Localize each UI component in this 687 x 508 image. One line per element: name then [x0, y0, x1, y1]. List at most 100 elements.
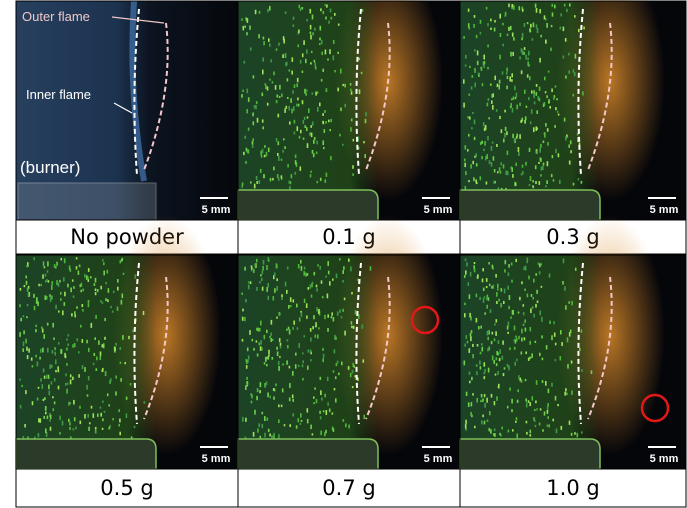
particle	[483, 127, 486, 131]
particle	[535, 24, 538, 29]
particle	[530, 294, 533, 297]
particle	[263, 334, 266, 340]
particle	[275, 138, 278, 142]
particle	[493, 401, 496, 406]
particle	[246, 381, 248, 384]
particle	[125, 396, 128, 400]
particle	[527, 61, 529, 66]
particle	[536, 28, 539, 34]
particle	[498, 357, 501, 362]
particle	[278, 419, 280, 424]
particle	[258, 10, 261, 14]
particle	[487, 98, 490, 102]
particle	[515, 258, 517, 263]
particle	[492, 284, 495, 289]
particle	[280, 158, 283, 161]
particle	[298, 4, 301, 9]
particle	[495, 363, 498, 367]
particle	[319, 37, 321, 41]
particle	[507, 321, 510, 327]
particle	[276, 286, 278, 291]
particle	[300, 129, 302, 134]
particle	[100, 412, 102, 417]
particle	[338, 372, 340, 376]
particle	[511, 107, 514, 113]
particle	[531, 90, 533, 94]
particle	[262, 260, 265, 265]
particle	[312, 326, 314, 330]
particle	[255, 176, 258, 180]
particle	[27, 285, 30, 289]
particle	[467, 23, 470, 28]
particle	[550, 47, 552, 52]
particle	[557, 153, 560, 158]
particle	[548, 99, 550, 103]
particle	[480, 325, 482, 329]
particle	[505, 187, 507, 191]
particle	[266, 265, 268, 271]
particle	[309, 24, 312, 30]
particle	[266, 102, 269, 106]
particle	[43, 334, 45, 339]
particle	[357, 314, 360, 319]
particle	[320, 39, 323, 45]
particle	[281, 294, 283, 298]
particle	[474, 82, 476, 88]
particle	[108, 426, 111, 430]
particle	[267, 259, 270, 262]
particle	[100, 285, 102, 290]
particle	[294, 160, 297, 165]
particle	[315, 151, 318, 155]
particle	[295, 352, 297, 356]
photo-panel: 5 mm0.1 g	[237, 0, 461, 255]
particle	[485, 181, 488, 185]
particle	[530, 308, 532, 314]
particle	[494, 373, 497, 376]
particle	[247, 281, 250, 284]
scale-bar-label: 5 mm	[202, 204, 231, 216]
particle	[479, 176, 482, 181]
particle	[302, 377, 304, 381]
particle	[539, 310, 541, 316]
particle	[94, 429, 97, 434]
particle	[320, 79, 323, 82]
particle	[90, 276, 92, 279]
particle	[464, 158, 466, 162]
photo-panel: 5 mm0.3 g	[459, 0, 687, 255]
particle	[293, 106, 295, 112]
particle	[23, 330, 25, 335]
particle	[526, 74, 529, 78]
particle	[280, 175, 283, 179]
particle	[483, 394, 486, 398]
particle	[560, 330, 562, 335]
particle	[511, 98, 513, 101]
particle	[319, 376, 322, 380]
particle	[521, 6, 524, 10]
particle	[44, 280, 47, 283]
particle	[278, 338, 281, 343]
particle	[45, 428, 47, 434]
particle	[38, 418, 40, 423]
particle	[528, 50, 530, 56]
particle	[121, 293, 124, 299]
particle	[75, 257, 78, 260]
particle	[539, 147, 541, 153]
particle	[519, 377, 522, 382]
particle	[87, 278, 90, 282]
particle	[334, 13, 336, 16]
particle	[546, 23, 548, 28]
particle	[474, 68, 476, 73]
particle	[361, 8, 364, 12]
particle	[59, 415, 61, 421]
particle	[479, 141, 482, 145]
particle	[472, 393, 474, 396]
particle	[463, 360, 466, 366]
particle	[341, 361, 343, 366]
particle	[279, 355, 281, 359]
particle	[46, 322, 49, 326]
particle	[261, 423, 264, 429]
particle	[278, 365, 280, 371]
particle	[284, 281, 287, 287]
particle	[87, 300, 90, 304]
particle	[469, 116, 471, 120]
